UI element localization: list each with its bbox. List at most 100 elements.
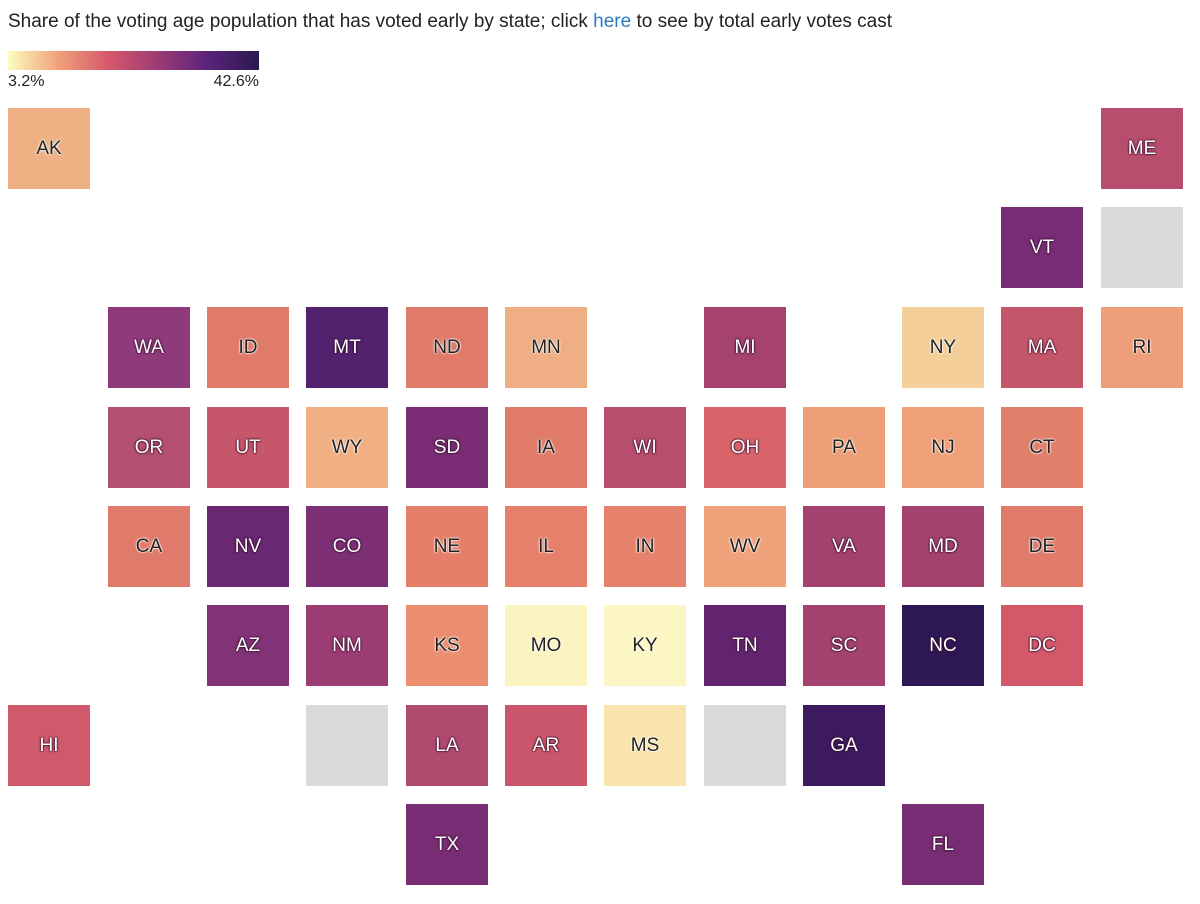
state-label: MO [530, 634, 562, 656]
state-label: AZ [235, 634, 261, 656]
legend-max-label: 42.6% [213, 73, 259, 90]
state-label: UT [235, 436, 261, 458]
state-label: TX [434, 833, 460, 855]
state-label: NJ [931, 436, 955, 458]
state-tile-mn[interactable]: MN [505, 307, 587, 388]
state-label: SC [830, 634, 858, 656]
state-tile-az[interactable]: AZ [207, 605, 289, 686]
state-tile-ny[interactable]: NY [902, 307, 984, 388]
state-label: CO [332, 535, 362, 557]
state-tile-hi[interactable]: HI [8, 705, 90, 786]
state-tile-oh[interactable]: OH [704, 407, 786, 488]
state-label: KY [632, 634, 658, 656]
state-label: NV [234, 535, 262, 557]
state-tile-wy[interactable]: WY [306, 407, 388, 488]
state-tile-la[interactable]: LA [406, 705, 488, 786]
state-tile-ga[interactable]: GA [803, 705, 885, 786]
state-tile-nm[interactable]: NM [306, 605, 388, 686]
state-label: MN [531, 336, 561, 358]
state-tile-no-data[interactable] [704, 705, 786, 786]
state-label: WV [729, 535, 761, 557]
state-tile-de[interactable]: DE [1001, 506, 1083, 587]
state-label: HI [39, 734, 59, 756]
state-tile-in[interactable]: IN [604, 506, 686, 587]
state-tile-ma[interactable]: MA [1001, 307, 1083, 388]
state-tile-tx[interactable]: TX [406, 804, 488, 885]
state-tile-me[interactable]: ME [1101, 108, 1183, 189]
chart-title: Share of the voting age population that … [8, 11, 892, 33]
total-votes-link[interactable]: here [593, 11, 632, 32]
state-tile-nj[interactable]: NJ [902, 407, 984, 488]
state-label: TN [732, 634, 758, 656]
state-label: DC [1028, 634, 1056, 656]
title-text-before: Share of the voting age population that … [8, 11, 594, 32]
state-tile-vt[interactable]: VT [1001, 207, 1083, 288]
state-label: MD [928, 535, 958, 557]
state-tile-ri[interactable]: RI [1101, 307, 1183, 388]
state-tile-wi[interactable]: WI [604, 407, 686, 488]
state-tile-or[interactable]: OR [108, 407, 190, 488]
state-tile-id[interactable]: ID [207, 307, 289, 388]
state-tile-co[interactable]: CO [306, 506, 388, 587]
state-tile-va[interactable]: VA [803, 506, 885, 587]
state-tile-nc[interactable]: NC [902, 605, 984, 686]
state-tile-sd[interactable]: SD [406, 407, 488, 488]
state-label: AR [532, 734, 560, 756]
state-tile-dc[interactable]: DC [1001, 605, 1083, 686]
state-tile-il[interactable]: IL [505, 506, 587, 587]
state-tile-pa[interactable]: PA [803, 407, 885, 488]
legend-min-label: 3.2% [8, 73, 45, 90]
state-label: VA [832, 535, 856, 557]
state-label: RI [1132, 336, 1152, 358]
state-label: MS [630, 734, 660, 756]
state-label: VT [1029, 236, 1055, 258]
state-label: NC [929, 634, 957, 656]
state-label: SD [433, 436, 461, 458]
state-tile-ky[interactable]: KY [604, 605, 686, 686]
title-text-after: to see by total early votes cast [631, 11, 893, 32]
color-legend-bar [8, 51, 259, 70]
state-label: NY [929, 336, 957, 358]
state-tile-tn[interactable]: TN [704, 605, 786, 686]
state-tile-ct[interactable]: CT [1001, 407, 1083, 488]
state-tile-ar[interactable]: AR [505, 705, 587, 786]
state-label: FL [931, 833, 955, 855]
state-tile-mi[interactable]: MI [704, 307, 786, 388]
state-tile-wv[interactable]: WV [704, 506, 786, 587]
state-label: MT [333, 336, 361, 358]
state-label: WY [331, 436, 363, 458]
state-tile-ca[interactable]: CA [108, 506, 190, 587]
state-label: DE [1028, 535, 1056, 557]
state-label: PA [832, 436, 856, 458]
state-label: ID [238, 336, 258, 358]
state-label: NE [433, 535, 461, 557]
state-tile-no-data[interactable] [306, 705, 388, 786]
state-label: MA [1027, 336, 1057, 358]
state-tile-md[interactable]: MD [902, 506, 984, 587]
state-label: IA [537, 436, 555, 458]
state-tile-nd[interactable]: ND [406, 307, 488, 388]
state-tile-ne[interactable]: NE [406, 506, 488, 587]
state-tile-ms[interactable]: MS [604, 705, 686, 786]
state-tile-ks[interactable]: KS [406, 605, 488, 686]
state-tile-ia[interactable]: IA [505, 407, 587, 488]
state-label: OH [730, 436, 760, 458]
state-tile-mt[interactable]: MT [306, 307, 388, 388]
state-label: NM [332, 634, 362, 656]
state-label: IN [635, 535, 655, 557]
state-tile-no-data[interactable] [1101, 207, 1183, 288]
state-label: MI [734, 336, 756, 358]
state-label: IL [538, 535, 554, 557]
state-tile-ut[interactable]: UT [207, 407, 289, 488]
state-tile-fl[interactable]: FL [902, 804, 984, 885]
state-tile-mo[interactable]: MO [505, 605, 587, 686]
state-label: CA [135, 535, 163, 557]
state-tile-ak[interactable]: AK [8, 108, 90, 189]
state-tile-nv[interactable]: NV [207, 506, 289, 587]
state-tile-wa[interactable]: WA [108, 307, 190, 388]
state-label: KS [434, 634, 460, 656]
state-label: CT [1029, 436, 1055, 458]
state-tile-sc[interactable]: SC [803, 605, 885, 686]
state-label: GA [830, 734, 858, 756]
